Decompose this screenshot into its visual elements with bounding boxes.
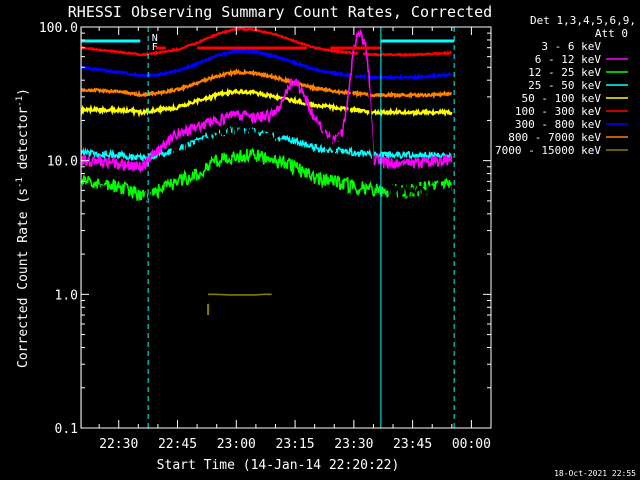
x-tick-label-3: 23:15 — [276, 437, 315, 452]
y-axis-label-end: ) — [16, 88, 31, 96]
series-line-4 — [81, 125, 453, 162]
annotation-f: F — [152, 42, 158, 53]
y-axis-ticks: 0.1 1.0 10.0 100.0 — [39, 21, 491, 437]
plot-frame — [80, 26, 492, 429]
y-axis-label: Corrected Count Rate (s-1 detector-1) — [15, 88, 31, 368]
series-line-9 — [208, 293, 272, 296]
y-axis-label-main: Corrected Count Rate (s — [16, 188, 31, 368]
legend-entry-6: 100 - 300 keV — [515, 105, 601, 118]
y-axis-label-mid: detector — [16, 107, 31, 178]
y-axis-label-sup1: -1 — [15, 177, 25, 188]
legend-entry-7: 300 - 800 keV — [515, 118, 601, 131]
legend-entry-8: 800 - 7000 keV — [508, 131, 601, 144]
footer-date: 18-Oct-2021 22:55 — [554, 469, 636, 478]
chart-title: RHESSI Observing Summary Count Rates, Co… — [68, 3, 492, 21]
y-axis-label-sup2: -1 — [15, 96, 25, 107]
x-axis-ticks: 22:30 22:45 23:00 23:15 23:30 23:45 00:00 — [98, 27, 492, 452]
legend-entry-1: 3 - 6 keV — [541, 40, 601, 53]
x-tick-label-4: 23:30 — [334, 437, 373, 452]
legend-entry-2: 6 - 12 keV — [535, 53, 602, 66]
x-tick-label-6: 00:00 — [452, 437, 491, 452]
legend-entry-3: 12 - 25 keV — [528, 66, 601, 79]
legend-entry-9: 7000 - 15000 keV — [495, 144, 601, 157]
series-line-1 — [81, 47, 453, 216]
series-line-7 — [81, 48, 453, 81]
series-line-6 — [81, 27, 452, 58]
series-line-8 — [81, 67, 453, 100]
legend-entry-4: 25 - 50 keV — [528, 79, 601, 92]
plot-area: NF — [80, 27, 455, 428]
y-tick-label-1: 1.0 — [55, 288, 78, 303]
series-line-5 — [81, 87, 453, 118]
y-tick-label-0: 0.1 — [55, 422, 78, 437]
legend-header-line-2: Att 0 — [595, 27, 628, 40]
legend-entry-5: 50 - 100 keV — [522, 92, 602, 105]
x-tick-label-1: 22:45 — [158, 437, 197, 452]
x-axis-label: Start Time (14-Jan-14 22:20:22) — [157, 458, 400, 473]
plot-border — [80, 26, 492, 429]
annotation-n: N — [152, 33, 158, 44]
x-tick-label-0: 22:30 — [99, 437, 138, 452]
plot-content — [81, 27, 455, 316]
series-line-2 — [81, 28, 453, 173]
legend-header-line-1: Det 1,3,4,5,6,9, — [530, 14, 636, 27]
y-tick-label-3: 100.0 — [39, 21, 78, 36]
x-tick-label-5: 23:45 — [393, 437, 432, 452]
x-tick-label-2: 23:00 — [217, 437, 256, 452]
y-tick-label-2: 10.0 — [47, 155, 78, 170]
